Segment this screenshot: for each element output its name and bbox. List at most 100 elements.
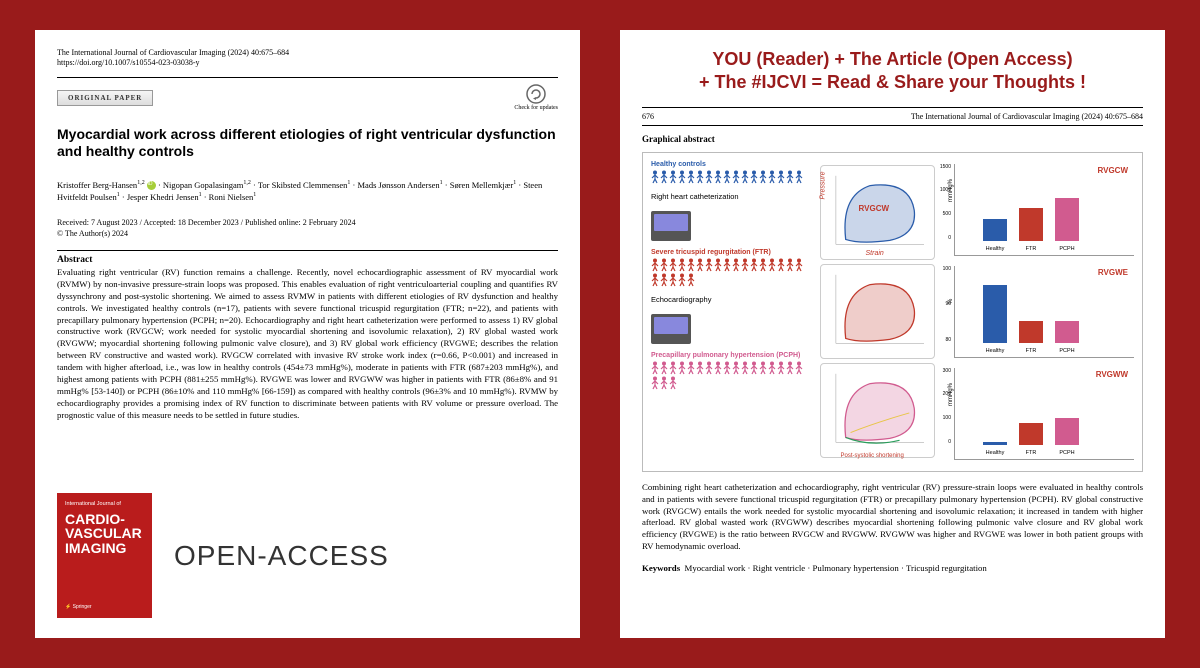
person-icon	[687, 361, 695, 375]
abstract-text: Evaluating right ventricular (RV) functi…	[57, 267, 558, 421]
person-icon	[759, 258, 767, 272]
person-icon	[795, 258, 803, 272]
person-icon	[759, 361, 767, 375]
person-icon	[723, 258, 731, 272]
person-icon	[669, 273, 677, 287]
paper-type-badge: ORIGINAL PAPER	[57, 90, 153, 106]
person-icon	[696, 361, 704, 375]
bar	[1019, 423, 1043, 445]
person-icon	[732, 361, 740, 375]
publication-dates: Received: 7 August 2023 / Accepted: 18 D…	[57, 218, 558, 227]
person-icon	[660, 170, 668, 184]
graphical-abstract-heading: Graphical abstract	[642, 134, 1143, 144]
equipment-icon	[651, 314, 691, 344]
figure-caption: Combining right heart catheterization an…	[642, 482, 1143, 553]
person-icon	[669, 376, 677, 390]
person-icon	[786, 170, 794, 184]
person-icon	[669, 258, 677, 272]
person-icon	[651, 376, 659, 390]
article-page-2: YOU (Reader) + The Article (Open Access)…	[620, 30, 1165, 638]
person-icon	[750, 361, 758, 375]
equipment-icon	[651, 211, 691, 241]
pressure-strain-loop	[820, 264, 935, 359]
person-icon	[678, 258, 686, 272]
patient-group: Healthy controls	[651, 161, 806, 184]
person-icon	[750, 258, 758, 272]
person-icon	[795, 170, 803, 184]
person-icon	[705, 361, 713, 375]
article-title: Myocardial work across different etiolog…	[57, 126, 558, 161]
person-icon	[723, 170, 731, 184]
person-icon	[723, 361, 731, 375]
person-icon	[759, 170, 767, 184]
bar-chart: RVGWE%1009080HealthyFTRPCPH	[954, 266, 1134, 358]
copyright: © The Author(s) 2024	[57, 229, 558, 238]
bar	[1019, 321, 1043, 343]
keywords: Keywords Myocardial work · Right ventric…	[642, 563, 1143, 573]
person-icon	[705, 170, 713, 184]
person-icon	[651, 170, 659, 184]
person-icon	[651, 258, 659, 272]
person-icon	[741, 361, 749, 375]
bar	[983, 442, 1007, 444]
pressure-strain-loop: Post-systolic shortening	[820, 363, 935, 458]
person-icon	[732, 170, 740, 184]
bar	[1055, 418, 1079, 444]
person-icon	[714, 170, 722, 184]
bar-chart: RVGCWmmHg%150010005000HealthyFTRPCPH	[954, 164, 1134, 256]
journal-citation: The International Journal of Cardiovascu…	[57, 48, 558, 57]
person-icon	[768, 361, 776, 375]
bar	[1055, 321, 1079, 343]
bar	[983, 219, 1007, 241]
patient-group: Severe tricuspid regurgitation (FTR)	[651, 249, 806, 287]
person-icon	[714, 258, 722, 272]
person-icon	[687, 273, 695, 287]
journal-cover: International Journal of CARDIO-VASCULAR…	[57, 493, 152, 618]
person-icon	[660, 376, 668, 390]
author-list: Kristoffer Berg-Hansen1,2 · Nigopan Gopa…	[57, 179, 558, 205]
person-icon	[786, 361, 794, 375]
person-icon	[678, 170, 686, 184]
abstract-heading: Abstract	[57, 255, 558, 265]
doi: https://doi.org/10.1007/s10554-023-03038…	[57, 58, 558, 67]
person-icon	[678, 273, 686, 287]
person-icon	[651, 361, 659, 375]
person-icon	[777, 258, 785, 272]
page-number: 676	[642, 112, 654, 121]
patient-group: Precapillary pulmonary hypertension (PCP…	[651, 352, 806, 390]
person-icon	[741, 170, 749, 184]
person-icon	[687, 170, 695, 184]
promo-banner: YOU (Reader) + The Article (Open Access)…	[642, 48, 1143, 95]
method-label: Echocardiography	[651, 295, 806, 304]
person-icon	[687, 258, 695, 272]
bar	[1019, 208, 1043, 241]
person-icon	[768, 170, 776, 184]
person-icon	[660, 361, 668, 375]
graphical-abstract: Healthy controls Right heart catheterizat…	[642, 152, 1143, 472]
method-label: Right heart catheterization	[651, 192, 806, 201]
person-icon	[741, 258, 749, 272]
person-icon	[696, 170, 704, 184]
bar	[983, 285, 1007, 343]
person-icon	[714, 361, 722, 375]
person-icon	[768, 258, 776, 272]
open-access-label: OPEN-ACCESS	[174, 540, 389, 572]
pressure-strain-loop: Pressure Strain RVGCW	[820, 165, 935, 260]
person-icon	[777, 170, 785, 184]
person-icon	[786, 258, 794, 272]
person-icon	[696, 258, 704, 272]
person-icon	[777, 361, 785, 375]
article-page-1: The International Journal of Cardiovascu…	[35, 30, 580, 638]
person-icon	[750, 170, 758, 184]
person-icon	[669, 361, 677, 375]
person-icon	[660, 258, 668, 272]
bar	[1055, 198, 1079, 240]
person-icon	[669, 170, 677, 184]
check-updates-icon[interactable]: Check for updates	[514, 84, 558, 112]
person-icon	[705, 258, 713, 272]
bar-chart: RVGWWmmHg%3002001000HealthyFTRPCPH	[954, 368, 1134, 460]
person-icon	[732, 258, 740, 272]
person-icon	[651, 273, 659, 287]
running-head: The International Journal of Cardiovascu…	[911, 112, 1143, 121]
person-icon	[678, 361, 686, 375]
